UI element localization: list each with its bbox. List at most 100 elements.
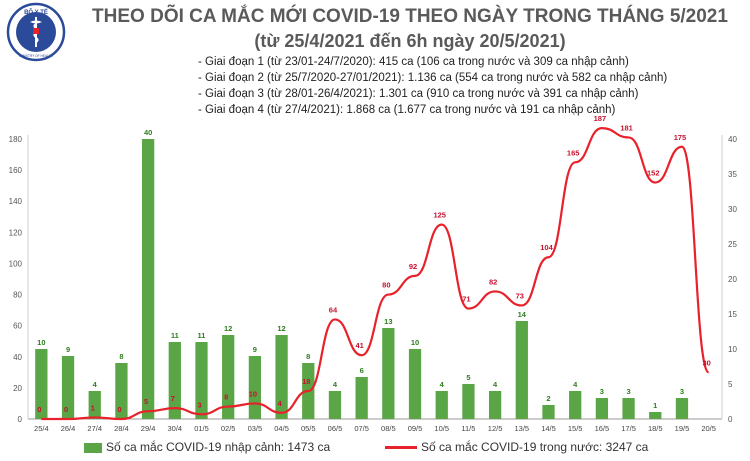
y-left-tick-label: 180 (9, 135, 23, 144)
x-tick-label: 16/5 (595, 424, 610, 433)
bar (61, 356, 75, 419)
logo-text: BỘ Y TẾ (24, 8, 48, 16)
line-value-label: 41 (355, 341, 363, 350)
bar (248, 356, 262, 419)
bar-value-label: 2 (546, 394, 550, 403)
bar (435, 391, 448, 419)
x-tick-label: 04/5 (274, 424, 289, 433)
x-tick-label: 28/4 (114, 424, 129, 433)
y-right-tick-label: 25 (728, 240, 737, 249)
line-value-label: 92 (409, 262, 417, 271)
y-left-tick-label: 40 (13, 353, 22, 362)
bar-value-label: 14 (518, 310, 527, 319)
x-tick-label: 20/5 (701, 424, 716, 433)
x-tick-label: 17/5 (621, 424, 636, 433)
y-right-tick-label: 15 (728, 310, 737, 319)
line-value-label: 125 (433, 211, 446, 220)
line-value-label: 30 (702, 358, 710, 367)
x-tick-label: 26/4 (61, 424, 76, 433)
line-value-label: 82 (489, 277, 497, 286)
line-value-label: 64 (329, 305, 338, 314)
x-tick-label: 12/5 (488, 424, 503, 433)
y-left-tick-label: 80 (13, 291, 22, 300)
bar-value-label: 8 (119, 352, 123, 361)
bar (595, 398, 609, 419)
x-tick-label: 19/5 (675, 424, 690, 433)
line-value-label: 165 (567, 148, 580, 157)
phase-summary: - Giai đoạn 1 (từ 23/01-24/7/2020): 415 … (198, 54, 667, 118)
bar (222, 335, 235, 419)
line-value-label: 0 (37, 405, 41, 414)
bar-value-label: 9 (66, 345, 70, 354)
bar-value-label: 4 (493, 380, 498, 389)
bar (88, 391, 101, 419)
y-right-tick-label: 40 (728, 135, 737, 144)
phase-line: - Giai đoạn 4 (từ 27/4/2021): 1.868 ca (… (198, 104, 616, 116)
bar-value-label: 4 (573, 380, 578, 389)
x-tick-label: 11/5 (461, 424, 475, 433)
y-left-tick-label: 100 (9, 259, 23, 268)
x-tick-label: 01/5 (194, 424, 209, 433)
line-value-label: 18 (302, 377, 310, 386)
logo-subtext: MINISTRY OF HEALTH (19, 54, 53, 58)
bar-value-label: 9 (253, 345, 257, 354)
legend-bar: Số ca mắc COVID-19 nhập cảnh: 1473 ca (84, 440, 330, 454)
bar (569, 391, 582, 419)
legend-line-swatch (385, 446, 417, 450)
bar (408, 349, 422, 419)
line-value-label: 71 (462, 295, 470, 304)
x-tick-label: 30/4 (168, 424, 183, 433)
bar (141, 139, 155, 419)
bar (622, 398, 635, 419)
y-left-tick-label: 140 (9, 197, 23, 206)
y-right-tick-label: 30 (728, 205, 737, 214)
legend-line: Số ca mắc COVID-19 trong nước: 3247 ca (385, 440, 648, 454)
bar (115, 363, 128, 419)
bar (382, 328, 395, 419)
y-right-tick-label: 35 (728, 170, 737, 179)
bar-value-label: 12 (277, 324, 285, 333)
bar-value-label: 3 (680, 387, 684, 396)
line-value-label: 181 (620, 123, 633, 132)
bar (275, 335, 288, 419)
line-value-label: 1 (91, 403, 95, 412)
bar-value-label: 4 (93, 380, 98, 389)
line-value-label: 7 (171, 394, 175, 403)
x-tick-label: 27/4 (87, 424, 102, 433)
bar-value-label: 10 (37, 338, 45, 347)
line-value-label: 0 (117, 405, 121, 414)
y-right-tick-label: 0 (728, 415, 733, 424)
bar (195, 342, 208, 419)
x-tick-label: 05/5 (301, 424, 316, 433)
legend-line-label: Số ca mắc COVID-19 trong nước: 3247 ca (421, 440, 649, 454)
bar (488, 391, 502, 419)
bar-value-label: 3 (626, 387, 630, 396)
line-value-label: 4 (277, 399, 282, 408)
bar-value-label: 6 (360, 366, 364, 375)
bar (35, 349, 48, 419)
y-left-tick-label: 0 (18, 415, 23, 424)
phase-line: - Giai đoạn 3 (từ 28/01-26/4/2021): 1.30… (198, 88, 639, 100)
line-value-label: 0 (64, 405, 68, 414)
bar (675, 398, 689, 419)
phase-line: - Giai đoạn 2 (từ 25/7/2020-27/01/2021):… (198, 72, 668, 84)
bar-value-label: 1 (653, 401, 657, 410)
y-left-tick-label: 120 (9, 228, 23, 237)
bar (168, 342, 181, 419)
bar-value-label: 4 (440, 380, 445, 389)
legend-bar-swatch (84, 442, 102, 453)
y-left-tick-label: 20 (13, 384, 22, 393)
chart-subtitle: (từ 25/4/2021 đến 6h ngày 20/5/2021) (254, 31, 566, 51)
x-tick-label: 29/4 (141, 424, 156, 433)
y-right-tick-label: 10 (728, 345, 737, 354)
domestic-cases-line (41, 127, 710, 421)
bar-value-label: 40 (144, 128, 152, 137)
bar (328, 391, 342, 419)
bar-value-label: 4 (333, 380, 338, 389)
bar-value-label: 11 (171, 331, 179, 340)
bar-value-label: 3 (600, 387, 604, 396)
chart-title: THEO DÕI CA MẮC MỚI COVID-19 THEO NGÀY T… (92, 6, 728, 27)
legend-bar-label: Số ca mắc COVID-19 nhập cảnh: 1473 ca (106, 440, 331, 454)
x-tick-label: 18/5 (648, 424, 663, 433)
